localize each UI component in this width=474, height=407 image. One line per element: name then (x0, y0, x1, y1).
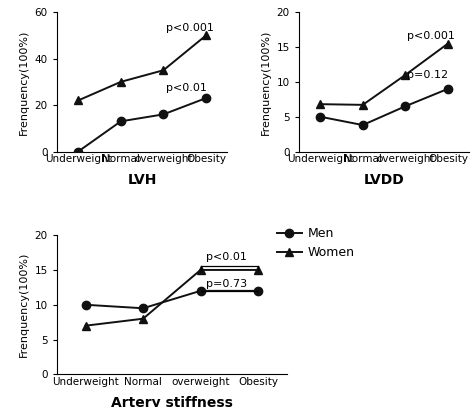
Text: p=0.73: p=0.73 (206, 279, 247, 289)
X-axis label: LVH: LVH (128, 173, 157, 187)
Text: p<0.001: p<0.001 (408, 31, 456, 42)
X-axis label: Artery stiffness: Artery stiffness (111, 396, 233, 407)
Y-axis label: Frenquency(100%): Frenquency(100%) (19, 29, 29, 135)
Y-axis label: Frenquency(100%): Frenquency(100%) (19, 252, 29, 357)
X-axis label: LVDD: LVDD (364, 173, 404, 187)
Text: p<0.001: p<0.001 (165, 23, 213, 33)
Text: p<0.01: p<0.01 (165, 83, 206, 94)
Text: p=0.12: p=0.12 (408, 70, 448, 81)
Y-axis label: Frenquency(100%): Frenquency(100%) (261, 29, 271, 135)
Legend: Men, Women: Men, Women (272, 222, 360, 264)
Text: p<0.01: p<0.01 (206, 252, 247, 262)
